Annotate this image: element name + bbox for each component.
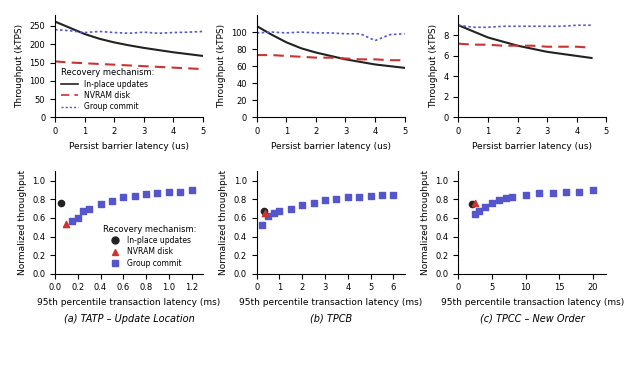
X-axis label: 95th percentile transaction latency (ms): 95th percentile transaction latency (ms) bbox=[441, 298, 624, 307]
Point bbox=[269, 210, 279, 216]
Y-axis label: Throughput (kTPS): Throughput (kTPS) bbox=[217, 24, 226, 108]
Point bbox=[130, 193, 140, 199]
Point bbox=[480, 204, 490, 210]
Point bbox=[500, 195, 510, 201]
Title: (a) TATP – Update Location: (a) TATP – Update Location bbox=[64, 314, 194, 324]
Point bbox=[309, 200, 319, 206]
Point bbox=[297, 202, 307, 208]
Point bbox=[561, 189, 571, 195]
Point bbox=[575, 189, 585, 195]
Point bbox=[470, 200, 480, 206]
Point bbox=[175, 189, 185, 195]
Point bbox=[258, 222, 268, 228]
Legend: In-place updates, NVRAM disk, Group commit: In-place updates, NVRAM disk, Group comm… bbox=[101, 223, 199, 270]
Point bbox=[141, 191, 151, 197]
Point bbox=[377, 192, 387, 198]
Point bbox=[487, 200, 497, 206]
Y-axis label: Throughput (kTPS): Throughput (kTPS) bbox=[15, 24, 24, 108]
Point bbox=[548, 190, 558, 196]
Y-axis label: Normalized throughput: Normalized throughput bbox=[421, 170, 430, 275]
Point bbox=[275, 208, 285, 213]
Point bbox=[343, 195, 353, 201]
Point bbox=[258, 208, 268, 213]
Point bbox=[152, 190, 162, 196]
Point bbox=[79, 209, 89, 215]
Point bbox=[84, 206, 94, 212]
Point bbox=[534, 190, 544, 196]
X-axis label: Persist barrier latency (us): Persist barrier latency (us) bbox=[271, 142, 391, 151]
Point bbox=[61, 220, 71, 226]
Point bbox=[119, 195, 129, 201]
Legend: In-place updates, NVRAM disk, Group commit: In-place updates, NVRAM disk, Group comm… bbox=[59, 66, 157, 113]
Point bbox=[331, 197, 341, 202]
Point bbox=[354, 194, 364, 199]
Point bbox=[474, 209, 484, 215]
Point bbox=[588, 187, 598, 193]
Point bbox=[470, 211, 480, 217]
Title: (c) TPCC – New Order: (c) TPCC – New Order bbox=[480, 314, 585, 324]
Point bbox=[260, 210, 270, 216]
Y-axis label: Throughput (kTPS): Throughput (kTPS) bbox=[429, 24, 438, 108]
Title: (b) TPCB: (b) TPCB bbox=[310, 314, 352, 324]
Point bbox=[56, 200, 66, 206]
Point bbox=[67, 218, 77, 224]
X-axis label: 95th percentile transaction latency (ms): 95th percentile transaction latency (ms) bbox=[239, 298, 422, 307]
Point bbox=[263, 213, 273, 219]
Point bbox=[164, 189, 174, 195]
Point bbox=[320, 197, 330, 203]
Y-axis label: Normalized throughput: Normalized throughput bbox=[17, 170, 26, 275]
Point bbox=[366, 193, 376, 199]
Point bbox=[520, 192, 530, 198]
Point bbox=[107, 198, 117, 204]
Y-axis label: Normalized throughput: Normalized throughput bbox=[219, 170, 228, 275]
X-axis label: 95th percentile transaction latency (ms): 95th percentile transaction latency (ms) bbox=[37, 298, 221, 307]
Point bbox=[494, 197, 504, 203]
Point bbox=[73, 215, 83, 221]
Point bbox=[95, 201, 105, 207]
Point bbox=[187, 187, 197, 193]
Point bbox=[286, 206, 296, 212]
Point bbox=[467, 201, 477, 207]
X-axis label: Persist barrier latency (us): Persist barrier latency (us) bbox=[472, 142, 592, 151]
X-axis label: Persist barrier latency (us): Persist barrier latency (us) bbox=[69, 142, 189, 151]
Point bbox=[388, 192, 398, 198]
Point bbox=[507, 194, 517, 199]
